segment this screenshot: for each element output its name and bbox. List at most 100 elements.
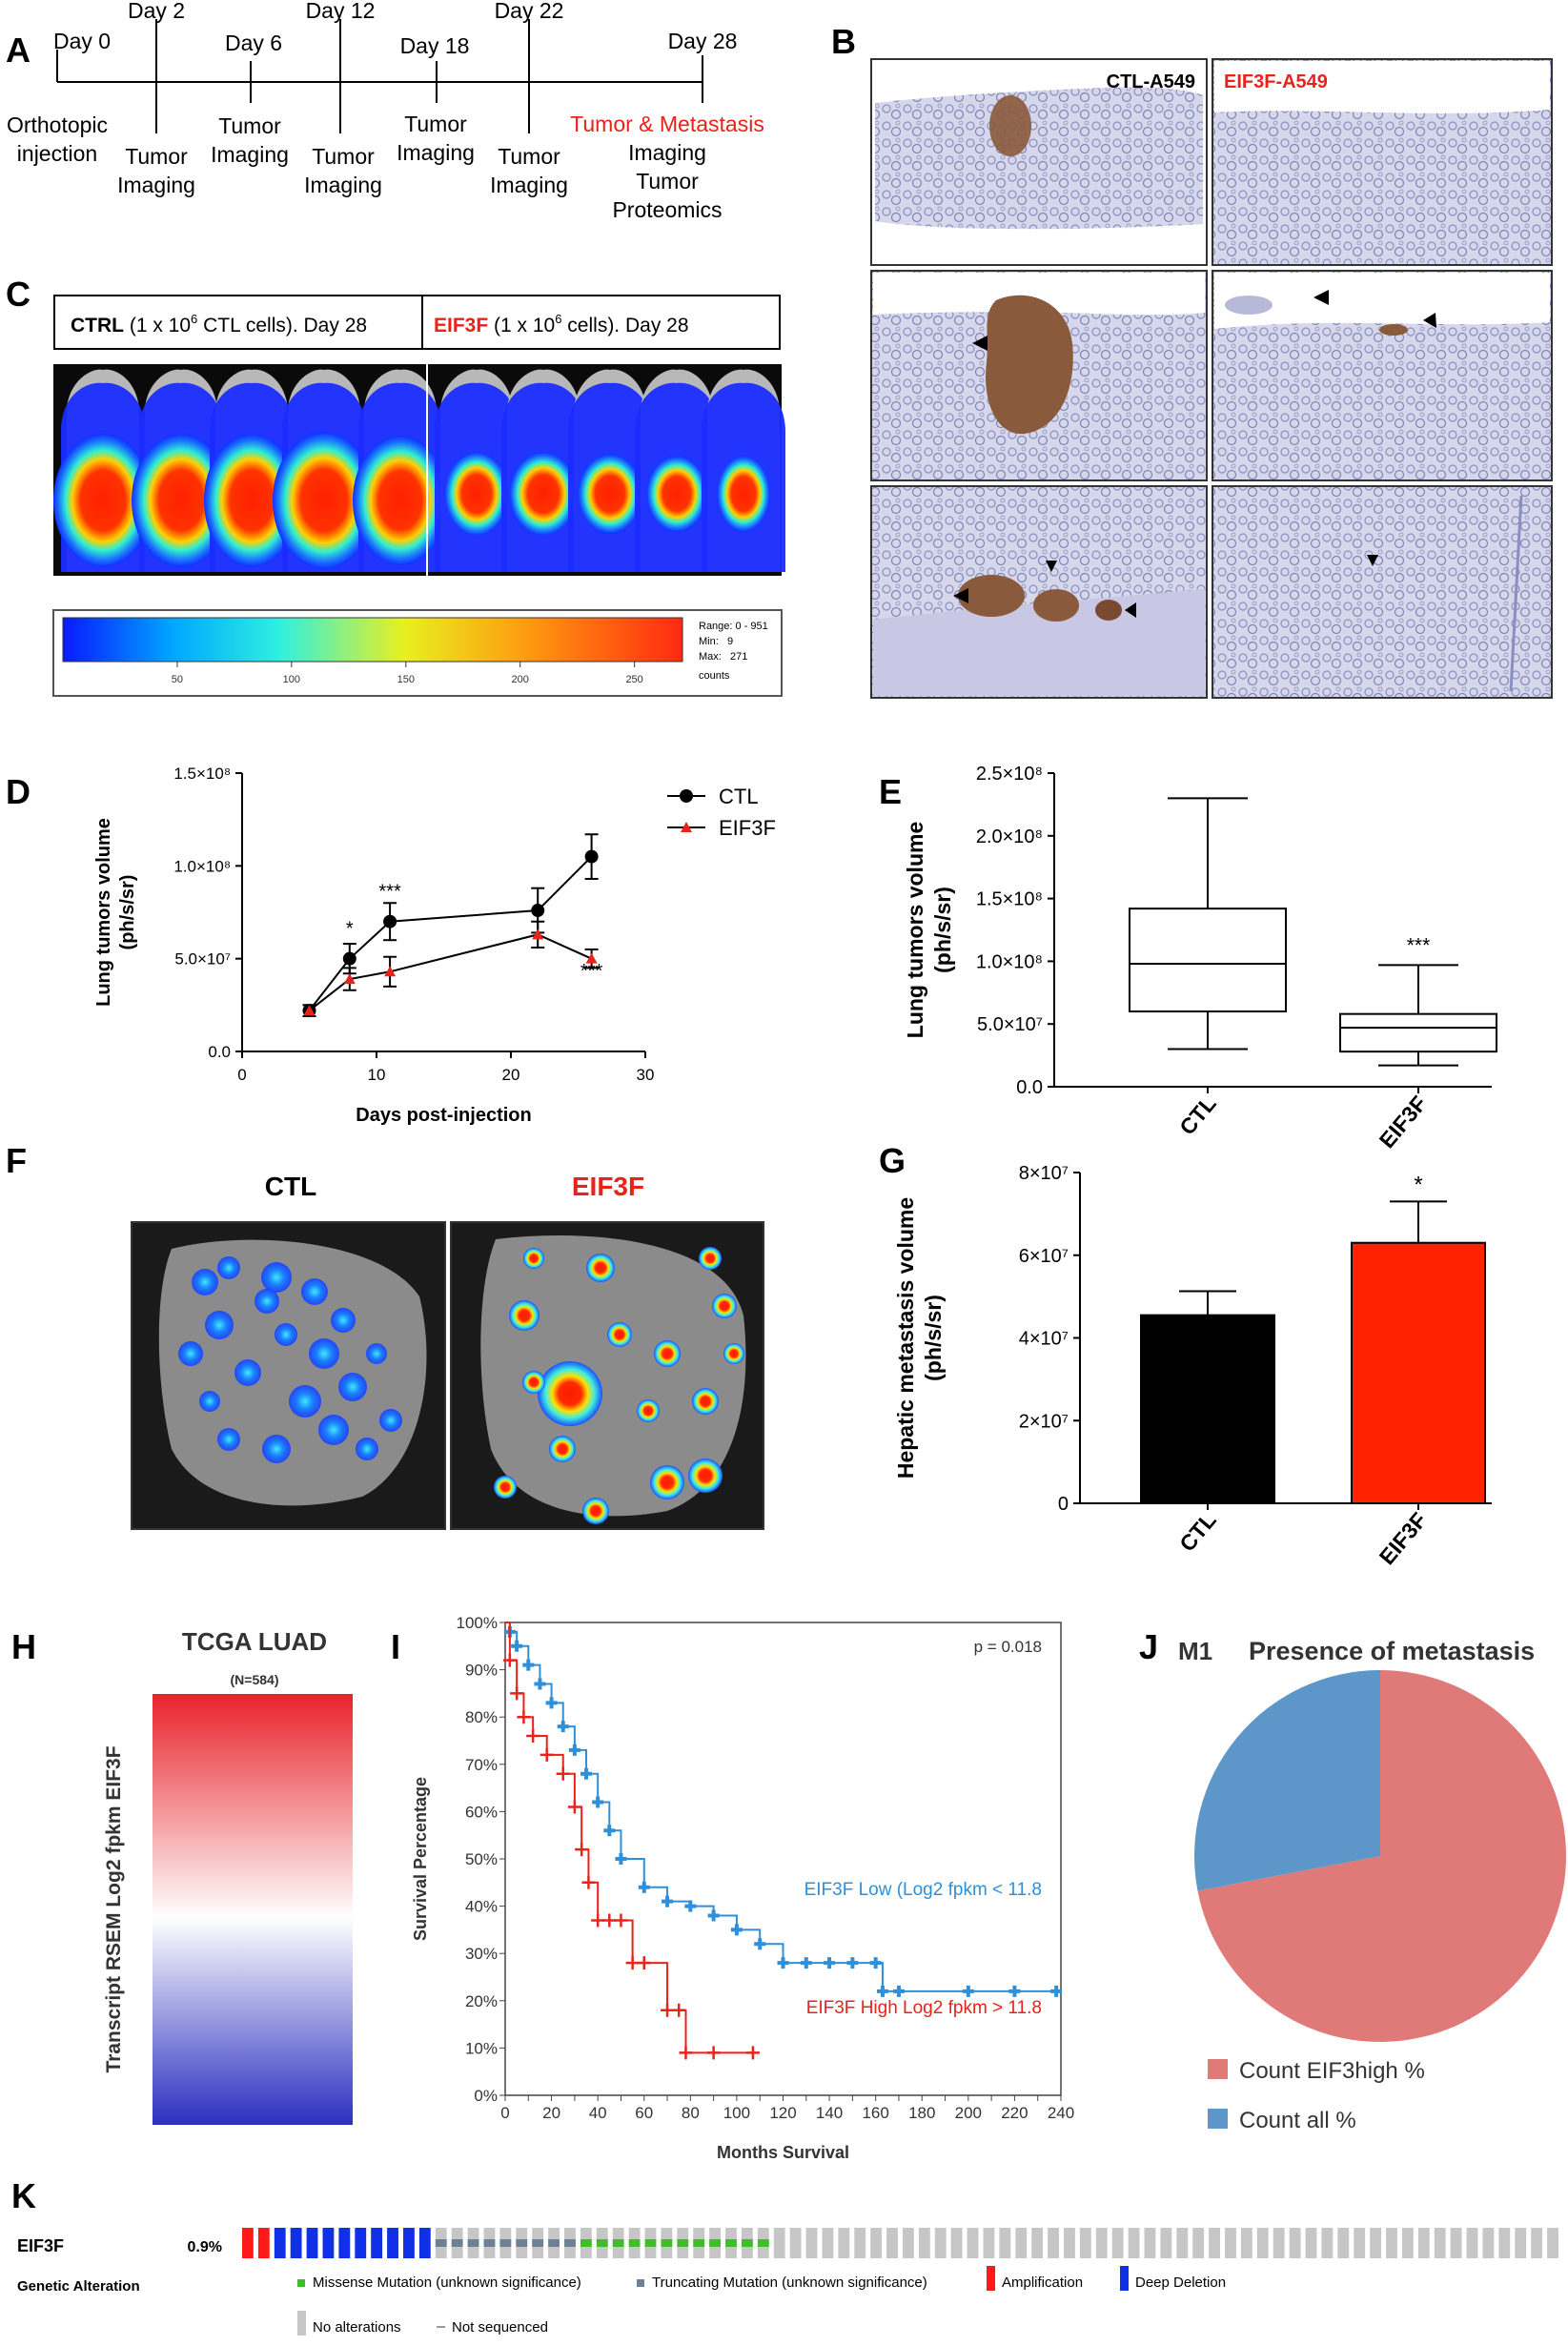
oncoprint-cell [1498,2228,1511,2258]
metastasis-spot [723,1343,744,1364]
censor-mark [602,1913,617,1928]
x-axis-label: Months Survival [717,2143,849,2162]
censor-mark [745,2046,760,2060]
event-imaging-1a: Tumor [125,144,188,169]
event-imaging-2b: Imaging [211,142,289,167]
pie-title: Presence of metastasis [1249,1637,1535,1665]
missense-mark [661,2239,673,2247]
curve-eif3f-low [505,1622,1057,1992]
y-tick-label: 70% [465,1756,498,1774]
oncoprint-cell [322,2228,335,2258]
y-tick-label: 2×10⁷ [1019,1411,1069,1432]
event-injection-2: injection [17,141,97,166]
metastasis-spot [205,1311,234,1339]
oncoprint-cell [355,2228,367,2258]
color-scale-bar [62,617,683,663]
tumor-signal [717,456,770,532]
truncating-mark [451,2239,463,2247]
censor-mark [1050,1985,1063,1997]
censor-mark [568,1744,580,1756]
metastasis-spot [255,1289,279,1314]
oncoprint-cell [290,2228,302,2258]
censor-mark [615,1853,627,1865]
metastasis-spot [234,1359,261,1386]
legend-label: Count EIF3high % [1239,2058,1425,2084]
event-imaging-4a: Tumor [404,112,467,136]
x-tick-label: 30 [637,1066,655,1084]
truncating-mark [483,2239,496,2247]
censor-mark [730,1924,743,1936]
mice-group [53,364,785,576]
legend-counts: counts [699,670,730,682]
gene-label: EIF3F [17,2236,64,2255]
significance-label: * [1414,1172,1422,1197]
censor-mark [603,1825,616,1837]
y-tick-label: 100% [457,1614,498,1632]
metastasis-spot [379,1409,402,1432]
oncoprint-cell [1079,2228,1091,2258]
y-tick-label: 50% [465,1850,498,1868]
metastasis-spot [654,1340,681,1367]
metastasis-spot [309,1338,339,1369]
percent-label: 0.9% [188,2239,222,2255]
oncoprint-cell [1531,2228,1543,2258]
missense-mark [677,2239,689,2247]
metastasis-spot [607,1322,632,1347]
censor-mark [502,1653,517,1667]
oncoprint-cell [1160,2228,1172,2258]
oncoprint-cell [773,2228,785,2258]
metastasis-spot [199,1391,220,1412]
chart-e: 0.0 5.0×10⁷ 1.0×10⁸ 1.5×10⁸ 2.0×10⁸ 2.5×10⁸ Lu… [903,764,1497,1153]
censor-mark [1008,1985,1021,1997]
metastasis-spot [356,1438,378,1460]
censor-mark [534,1678,546,1690]
censor-mark [777,1957,789,1969]
x-tick-label: 0 [237,1066,246,1084]
panel-letter-c: C [6,275,31,314]
legend-swatch [297,2279,305,2287]
censor-mark [638,1881,650,1893]
x-tick-label: 200 [955,2104,982,2122]
oncoprint-cell [1064,2228,1075,2258]
label-f-eif3f: EIF3F [572,1172,644,1201]
metastasis-spot [217,1256,240,1279]
metastasis-spot [338,1373,367,1401]
censor-mark [575,1843,589,1857]
oncoprint-cell [1305,2228,1317,2258]
oncoprint-cell [338,2228,351,2258]
metastasis-spot [192,1269,218,1295]
tumor-signal [53,434,153,567]
legend-marker-ctl [680,789,693,803]
y-tick-label: 1.5×10⁸ [173,765,231,783]
tumor-signal [204,434,299,567]
tumor-signal [273,432,376,569]
panel-letter-k: K [11,2176,36,2215]
y-tick-label: 0.0 [1016,1077,1043,1098]
metastasis-spot [688,1459,723,1493]
row-label: Genetic Alteration [17,2278,140,2295]
missense-mark [612,2239,624,2247]
panel-letter-b: B [831,22,856,61]
label-day6: Day 6 [225,31,282,55]
legend-swatch [637,2279,644,2287]
pie-title-prefix: M1 [1178,1637,1212,1665]
liver-spots [178,1247,744,1524]
heatmap-bar [153,1694,353,2125]
truncating-mark [499,2239,512,2247]
y-tick-label: 60% [465,1803,498,1821]
oncoprint-cell [870,2228,883,2258]
chart-j: M1 Presence of metastasis Count EIF3high %… [1178,1637,1567,2133]
y-tick-label: 30% [465,1945,498,1963]
metastasis-spot [366,1343,387,1364]
oncoprint-cell [838,2228,850,2258]
y-axis-label: Lung tumors volume [903,822,927,1038]
truncating-mark [532,2239,544,2247]
y-axis-label: Survival Percentage [411,1777,430,1941]
oncoprint-cell [1289,2228,1301,2258]
legend-label: Deep Deletion [1135,2275,1226,2291]
oncoprint-cell [1144,2228,1156,2258]
oncoprint-cell [1417,2228,1430,2258]
legend-marker-eif3f [681,822,692,832]
oncoprint-cell [1176,2228,1189,2258]
